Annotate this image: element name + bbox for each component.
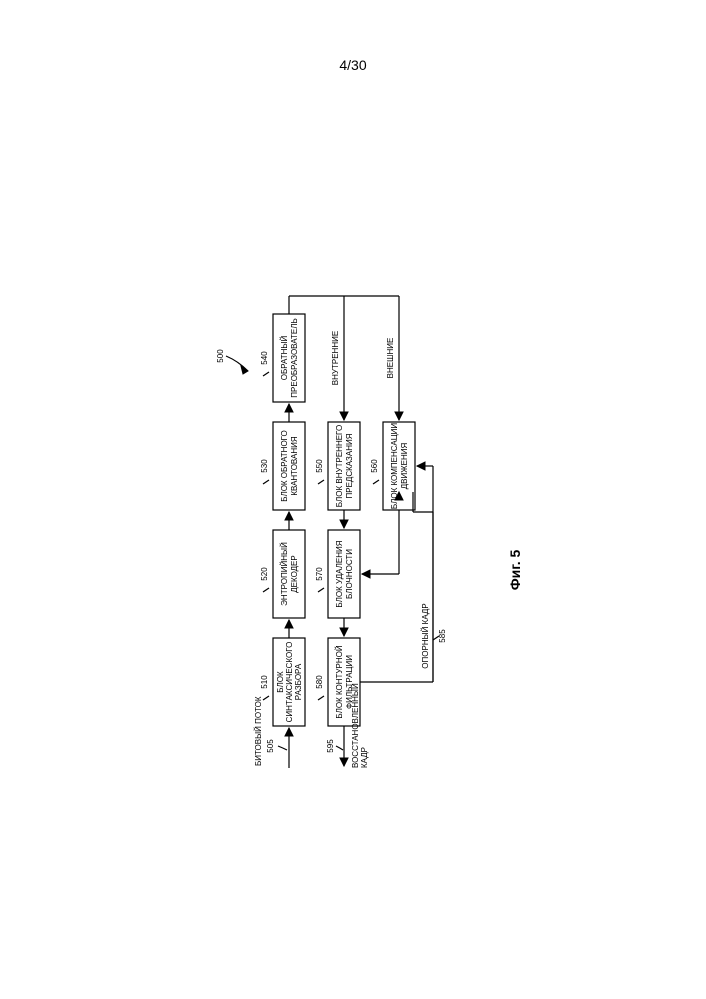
- system-id: 500: [216, 349, 225, 363]
- node-530-l1: БЛОК ОБРАТНОГО: [280, 430, 289, 502]
- node-540-l2: ПРЕОБРАЗОВАТЕЛЬ: [290, 318, 299, 397]
- ref-530: 530: [260, 459, 269, 473]
- edge-510-520-head: [285, 620, 293, 628]
- ref-580-tick: [318, 696, 324, 700]
- node-510-l3: РАЗБОРА: [294, 663, 303, 700]
- edge-550-570-head: [340, 520, 348, 528]
- node-550-l1: БЛОК ВНУТРЕННЕГО: [335, 425, 344, 507]
- ref-505-tick: [278, 746, 287, 750]
- edge-580-out-head: [340, 758, 348, 766]
- ref-530-tick: [263, 480, 269, 484]
- node-570: [328, 530, 360, 618]
- ref-550: 550: [315, 459, 324, 473]
- ref-frame-label: ОПОРНЫЙ КАДР: [421, 603, 430, 668]
- edge-trunk-560-head: [395, 412, 403, 420]
- bitstream-label: БИТОВЫЙ ПОТОК: [254, 696, 263, 766]
- edge-feedback-head: [417, 462, 425, 470]
- node-530: [273, 422, 305, 510]
- page-number: 4/30: [339, 57, 366, 73]
- ref-520-tick: [263, 588, 269, 592]
- ref-510: 510: [260, 675, 269, 689]
- edge-trunk-550-head: [340, 412, 348, 420]
- figure-caption: Фиг. 5: [507, 550, 523, 591]
- ref-510-tick: [263, 696, 269, 700]
- ref-595-tick: [336, 746, 343, 750]
- ref-520: 520: [260, 567, 269, 581]
- ref-560-tick: [373, 480, 379, 484]
- ref-560: 560: [370, 459, 379, 473]
- node-510-l1: БЛОК: [276, 671, 285, 693]
- node-540-l1: ОБРАТНЫЙ: [280, 336, 289, 381]
- ref-505: 505: [266, 739, 275, 753]
- edge-560-570-head: [362, 570, 370, 578]
- edge-530-540-head: [285, 404, 293, 412]
- edge-520-530-head: [285, 512, 293, 520]
- node-520-l1: ЭНТРОПИЙНЫЙ: [280, 542, 289, 606]
- reconstructed-frame-label-1: ВОССТАНОВЛЕННЫЙ: [351, 683, 360, 768]
- ref-570: 570: [315, 567, 324, 581]
- ref-580: 580: [315, 675, 324, 689]
- node-560-l2: ДВИЖЕНИЯ: [400, 443, 409, 490]
- node-530-l2: КВАНТОВАНИЯ: [290, 436, 299, 496]
- node-570-l1: БЛОК УДАЛЕНИЯ: [335, 540, 344, 607]
- ref-540: 540: [260, 351, 269, 365]
- node-520-l2: ДЕКОДЕР: [290, 555, 299, 592]
- node-550-l2: ПРЕДСКАЗАНИЯ: [345, 433, 354, 498]
- ref-595: 595: [326, 739, 335, 753]
- node-580-l1: БЛОК КОНТУРНОЙ: [335, 645, 344, 718]
- ref-550-tick: [318, 480, 324, 484]
- node-570-l2: БЛОЧНОСТИ: [345, 549, 354, 599]
- intra-label: ВНУТРЕННИЕ: [331, 331, 340, 385]
- diagram-500: 500 БИТОВЫЙ ПОТОК 505 БЛОК СИНТАКСИЧЕСКО…: [216, 296, 447, 768]
- reconstructed-frame-label-2: КАДР: [360, 747, 369, 768]
- ref-585: 585: [438, 629, 447, 643]
- edge-in-510-head: [285, 728, 293, 736]
- node-510-l2: СИНТАКСИЧЕСКОГО: [285, 642, 294, 723]
- node-540: [273, 314, 305, 402]
- inter-label: ВНЕШНИЕ: [386, 338, 395, 379]
- node-550: [328, 422, 360, 510]
- node-520: [273, 530, 305, 618]
- edge-570-580-head: [340, 628, 348, 636]
- ref-570-tick: [318, 588, 324, 592]
- ref-540-tick: [263, 372, 269, 376]
